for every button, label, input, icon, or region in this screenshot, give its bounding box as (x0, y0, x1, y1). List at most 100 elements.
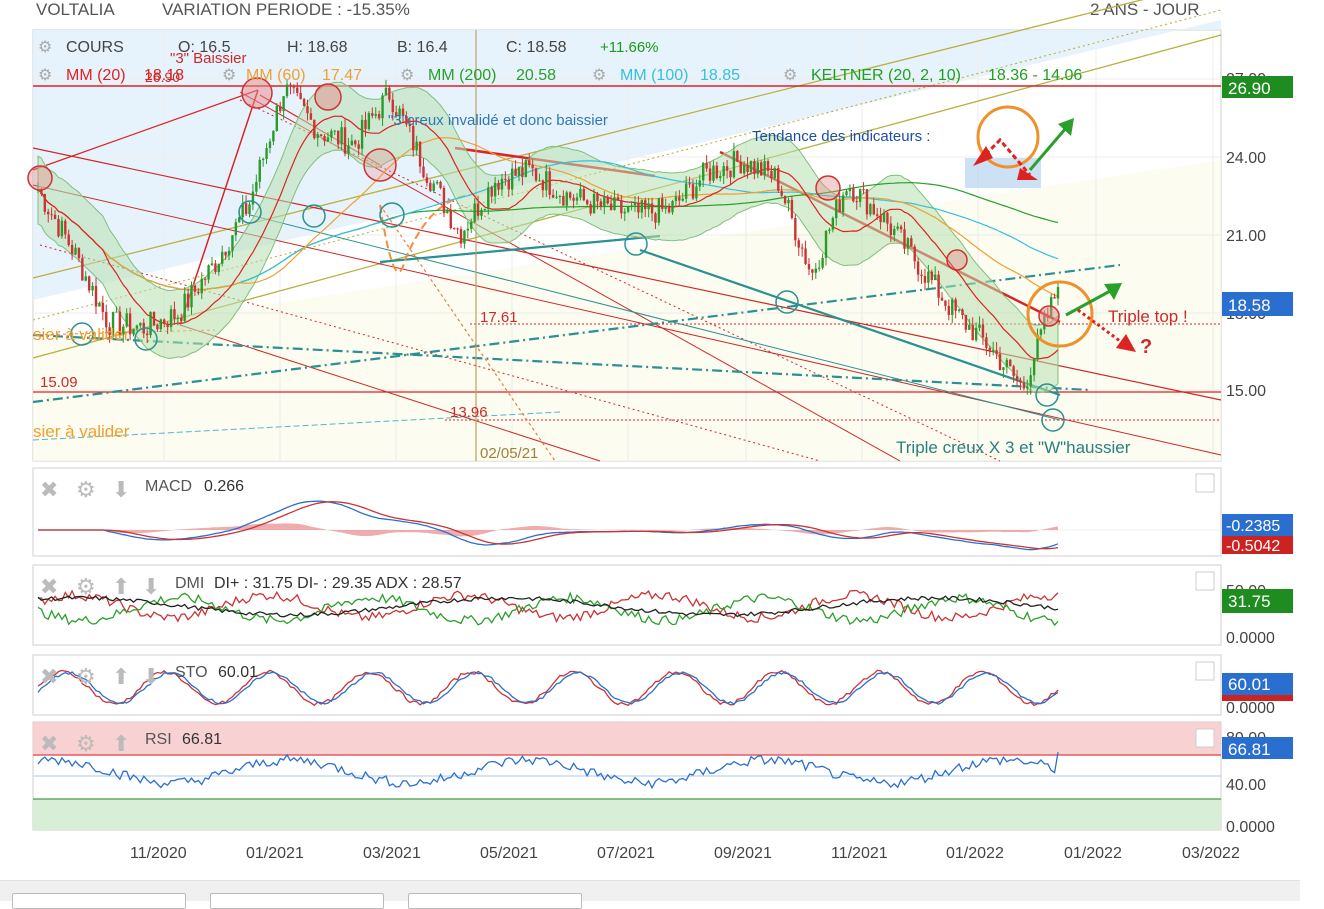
low-marker-5 (302, 204, 326, 228)
gear-icon[interactable]: ⚙ (76, 477, 96, 502)
low-marker-2 (70, 322, 94, 346)
candle-body (742, 165, 746, 174)
candle-body (838, 199, 841, 213)
sto-badge-text: 60.01 (1228, 675, 1271, 694)
panel-checkbox[interactable] (1195, 571, 1215, 591)
macd-line (38, 500, 1059, 551)
close-icon[interactable]: ✖ (40, 664, 58, 689)
candle-body (678, 196, 681, 201)
candle-body (770, 170, 773, 178)
arrow-down-icon[interactable]: ⬇ (142, 574, 160, 599)
candle-body (101, 302, 105, 312)
candle-body (858, 189, 862, 202)
annot-15-09: 15.09 (40, 374, 78, 391)
arrow-up-icon[interactable]: ⬆ (112, 574, 130, 599)
arrow-up-icon[interactable]: ⬆ (112, 664, 130, 689)
top-marker-5 (946, 249, 968, 271)
candle-body (497, 182, 500, 190)
main-legend: ⚙ COURS O: 16.5 H: 18.68 B: 16.4 C: 18.5… (38, 39, 659, 56)
gear-icon[interactable]: ⚙ (76, 664, 96, 689)
candle-body (841, 195, 845, 213)
candle-body (87, 276, 91, 291)
candle-body (698, 180, 702, 187)
mm20-label: MM (20) (66, 67, 126, 84)
main-price-panel: ⚙ COURS O: 16.5 H: 18.68 B: 16.4 C: 18.5… (27, 0, 1293, 462)
candle-body (323, 136, 326, 142)
close-icon[interactable]: ✖ (40, 731, 58, 756)
x-axis: 11/2020 01/2021 03/2021 05/2021 07/2021 … (130, 845, 1240, 862)
arrow-down-icon[interactable]: ⬇ (142, 664, 160, 689)
candle-body (575, 197, 579, 201)
toolbar-button[interactable] (210, 893, 384, 909)
candle-body (313, 119, 316, 139)
toolbar-button[interactable] (408, 893, 582, 909)
close-icon[interactable]: ✖ (40, 574, 58, 599)
candle-body (272, 130, 275, 142)
candle-body (163, 319, 166, 324)
gear-icon[interactable]: ⚙ (76, 574, 96, 599)
candle-body (927, 271, 930, 283)
candle-body (388, 87, 391, 100)
candle-body (227, 250, 231, 256)
candle-body (824, 230, 828, 258)
panel-checkbox[interactable] (1195, 728, 1215, 748)
candle-body (105, 311, 108, 328)
candle-body (702, 162, 705, 181)
macd-histogram (38, 523, 1058, 537)
toolbar-button[interactable] (12, 893, 186, 909)
candle-body (971, 324, 974, 341)
candle-body (64, 220, 67, 235)
arrow-down-icon[interactable]: ⬇ (112, 477, 130, 502)
x-tick: 05/2021 (480, 845, 538, 862)
candle-body (231, 235, 234, 251)
macd-badge-2-text: -0.5042 (1226, 538, 1280, 555)
candle-body (773, 168, 777, 178)
candle-body (173, 309, 176, 319)
support-dashdot-line (32, 333, 1091, 392)
candle-body (1002, 367, 1005, 371)
close-icon[interactable]: ✖ (40, 477, 58, 502)
low-marker-8 (1035, 383, 1059, 407)
candle-body (214, 263, 217, 272)
ohlc-high: H: 18.68 (287, 39, 348, 56)
macd-value: 0.266 (204, 478, 244, 495)
gear-icon: ⚙ (38, 39, 52, 56)
panel-checkbox[interactable] (1195, 661, 1215, 681)
price-axis: 27.00 24.00 21.00 18.00 15.00 (1226, 71, 1266, 400)
bottom-toolbar (0, 880, 1300, 909)
indicator-legend[interactable]: ⚙ MM (20) 18.18 ⚙ MM (60) 17.47 ⚙ MM (20… (38, 67, 1082, 84)
candle-body (684, 183, 688, 199)
mm200-label: MM (200) (428, 67, 496, 84)
teal-support-line (639, 248, 1061, 397)
gear-icon: ⚙ (222, 67, 236, 84)
sto-panel: ✖ ⚙ ⬆ ⬇ STO 60.01 60.01 0.0000 (32, 654, 1293, 717)
candle-body (408, 124, 412, 127)
rsi-badge-text: 66.81 (1228, 740, 1271, 759)
candle-body (507, 179, 510, 190)
panel-checkbox[interactable] (1195, 473, 1215, 493)
candle-body (729, 170, 732, 178)
candle-body (401, 108, 405, 117)
macd-label: MACD (145, 478, 192, 495)
candle-body (964, 314, 968, 330)
candle-body (633, 202, 637, 206)
rsi-line (37, 752, 1059, 790)
candle-body (541, 180, 545, 191)
gear-icon: ⚙ (592, 67, 606, 84)
candle-body (613, 197, 616, 211)
candle-body (490, 187, 493, 197)
candle-body (568, 192, 572, 198)
ohlc-open: O: 16.5 (178, 39, 231, 56)
candle-body (879, 215, 882, 223)
candle-body (238, 217, 241, 223)
candle-body (429, 182, 432, 191)
arrow-up-icon[interactable]: ⬆ (112, 731, 130, 756)
candle-body (852, 188, 855, 202)
candle-body (548, 171, 551, 195)
chart-period[interactable]: 2 ANS - JOUR (1090, 0, 1200, 19)
gear-icon[interactable]: ⚙ (76, 731, 96, 756)
candle-body (135, 325, 139, 329)
candle-body (985, 337, 988, 348)
candle-body (432, 183, 435, 191)
